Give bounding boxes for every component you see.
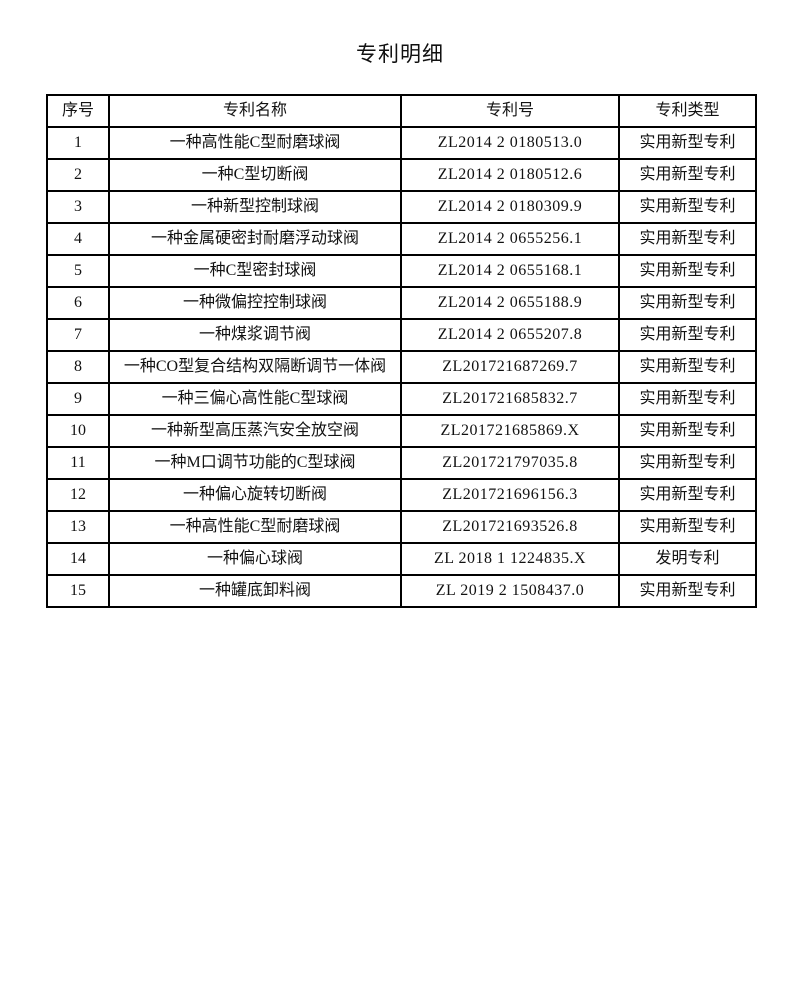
cell-patent-type: 实用新型专利 (618, 254, 757, 288)
cell-patent-name: 一种C型切断阀 (108, 158, 402, 192)
cell-patent-number: ZL201721685869.X (400, 414, 620, 448)
table-row: 8 一种CO型复合结构双隔断调节一体阀 ZL201721687269.7 实用新… (46, 350, 757, 384)
cell-index: 14 (46, 542, 110, 576)
cell-index: 8 (46, 350, 110, 384)
column-header-index: 序号 (46, 94, 110, 128)
column-header-patent-number: 专利号 (400, 94, 620, 128)
cell-index: 13 (46, 510, 110, 544)
cell-index: 15 (46, 574, 110, 608)
cell-index: 3 (46, 190, 110, 224)
cell-patent-type: 实用新型专利 (618, 190, 757, 224)
cell-index: 4 (46, 222, 110, 256)
cell-index: 5 (46, 254, 110, 288)
cell-patent-name: 一种偏心旋转切断阀 (108, 478, 402, 512)
page-title: 专利明细 (356, 42, 444, 66)
table-row: 11 一种M口调节功能的C型球阀 ZL201721797035.8 实用新型专利 (46, 446, 757, 480)
cell-patent-name: 一种高性能C型耐磨球阀 (108, 510, 402, 544)
table-body: 1 一种高性能C型耐磨球阀 ZL2014 2 0180513.0 实用新型专利 … (46, 126, 757, 608)
cell-patent-name: 一种煤浆调节阀 (108, 318, 402, 352)
cell-patent-type: 实用新型专利 (618, 222, 757, 256)
cell-patent-number: ZL2014 2 0180512.6 (400, 158, 620, 192)
table-row: 9 一种三偏心高性能C型球阀 ZL201721685832.7 实用新型专利 (46, 382, 757, 416)
cell-patent-type: 实用新型专利 (618, 510, 757, 544)
cell-patent-type: 实用新型专利 (618, 478, 757, 512)
cell-patent-name: 一种三偏心高性能C型球阀 (108, 382, 402, 416)
cell-patent-number: ZL201721687269.7 (400, 350, 620, 384)
cell-patent-name: 一种高性能C型耐磨球阀 (108, 126, 402, 160)
cell-patent-number: ZL201721696156.3 (400, 478, 620, 512)
table-row: 7 一种煤浆调节阀 ZL2014 2 0655207.8 实用新型专利 (46, 318, 757, 352)
cell-index: 12 (46, 478, 110, 512)
table-row: 6 一种微偏控控制球阀 ZL2014 2 0655188.9 实用新型专利 (46, 286, 757, 320)
column-header-patent-name: 专利名称 (108, 94, 402, 128)
cell-patent-number: ZL2014 2 0655188.9 (400, 286, 620, 320)
cell-patent-name: 一种C型密封球阀 (108, 254, 402, 288)
table-row: 12 一种偏心旋转切断阀 ZL201721696156.3 实用新型专利 (46, 478, 757, 512)
cell-patent-name: 一种微偏控控制球阀 (108, 286, 402, 320)
table-row: 14 一种偏心球阀 ZL 2018 1 1224835.X 发明专利 (46, 542, 757, 576)
cell-patent-number: ZL 2019 2 1508437.0 (400, 574, 620, 608)
cell-index: 7 (46, 318, 110, 352)
column-header-patent-type: 专利类型 (618, 94, 757, 128)
table-row: 5 一种C型密封球阀 ZL2014 2 0655168.1 实用新型专利 (46, 254, 757, 288)
table-row: 3 一种新型控制球阀 ZL2014 2 0180309.9 实用新型专利 (46, 190, 757, 224)
cell-patent-type: 实用新型专利 (618, 350, 757, 384)
cell-index: 11 (46, 446, 110, 480)
cell-patent-name: 一种CO型复合结构双隔断调节一体阀 (108, 350, 402, 384)
table-header-row: 序号 专利名称 专利号 专利类型 (46, 94, 757, 128)
table-row: 2 一种C型切断阀 ZL2014 2 0180512.6 实用新型专利 (46, 158, 757, 192)
cell-patent-type: 发明专利 (618, 542, 757, 576)
cell-patent-type: 实用新型专利 (618, 126, 757, 160)
table-row: 15 一种罐底卸料阀 ZL 2019 2 1508437.0 实用新型专利 (46, 574, 757, 608)
table-row: 4 一种金属硬密封耐磨浮动球阀 ZL2014 2 0655256.1 实用新型专… (46, 222, 757, 256)
cell-patent-number: ZL201721685832.7 (400, 382, 620, 416)
cell-index: 9 (46, 382, 110, 416)
patent-table: 序号 专利名称 专利号 专利类型 1 一种高性能C型耐磨球阀 ZL2014 2 … (46, 94, 757, 608)
cell-patent-type: 实用新型专利 (618, 446, 757, 480)
cell-patent-type: 实用新型专利 (618, 318, 757, 352)
cell-patent-name: 一种新型控制球阀 (108, 190, 402, 224)
cell-patent-number: ZL2014 2 0655256.1 (400, 222, 620, 256)
cell-patent-number: ZL201721797035.8 (400, 446, 620, 480)
cell-patent-type: 实用新型专利 (618, 286, 757, 320)
table-row: 1 一种高性能C型耐磨球阀 ZL2014 2 0180513.0 实用新型专利 (46, 126, 757, 160)
cell-patent-number: ZL 2018 1 1224835.X (400, 542, 620, 576)
cell-patent-name: 一种M口调节功能的C型球阀 (108, 446, 402, 480)
cell-patent-type: 实用新型专利 (618, 158, 757, 192)
cell-index: 2 (46, 158, 110, 192)
cell-index: 10 (46, 414, 110, 448)
cell-patent-number: ZL2014 2 0655168.1 (400, 254, 620, 288)
cell-index: 1 (46, 126, 110, 160)
table-row: 10 一种新型高压蒸汽安全放空阀 ZL201721685869.X 实用新型专利 (46, 414, 757, 448)
cell-index: 6 (46, 286, 110, 320)
cell-patent-name: 一种金属硬密封耐磨浮动球阀 (108, 222, 402, 256)
cell-patent-name: 一种罐底卸料阀 (108, 574, 402, 608)
cell-patent-number: ZL2014 2 0180309.9 (400, 190, 620, 224)
table-row: 13 一种高性能C型耐磨球阀 ZL201721693526.8 实用新型专利 (46, 510, 757, 544)
cell-patent-type: 实用新型专利 (618, 414, 757, 448)
cell-patent-type: 实用新型专利 (618, 382, 757, 416)
cell-patent-number: ZL201721693526.8 (400, 510, 620, 544)
cell-patent-number: ZL2014 2 0655207.8 (400, 318, 620, 352)
cell-patent-number: ZL2014 2 0180513.0 (400, 126, 620, 160)
cell-patent-name: 一种偏心球阀 (108, 542, 402, 576)
cell-patent-name: 一种新型高压蒸汽安全放空阀 (108, 414, 402, 448)
cell-patent-type: 实用新型专利 (618, 574, 757, 608)
